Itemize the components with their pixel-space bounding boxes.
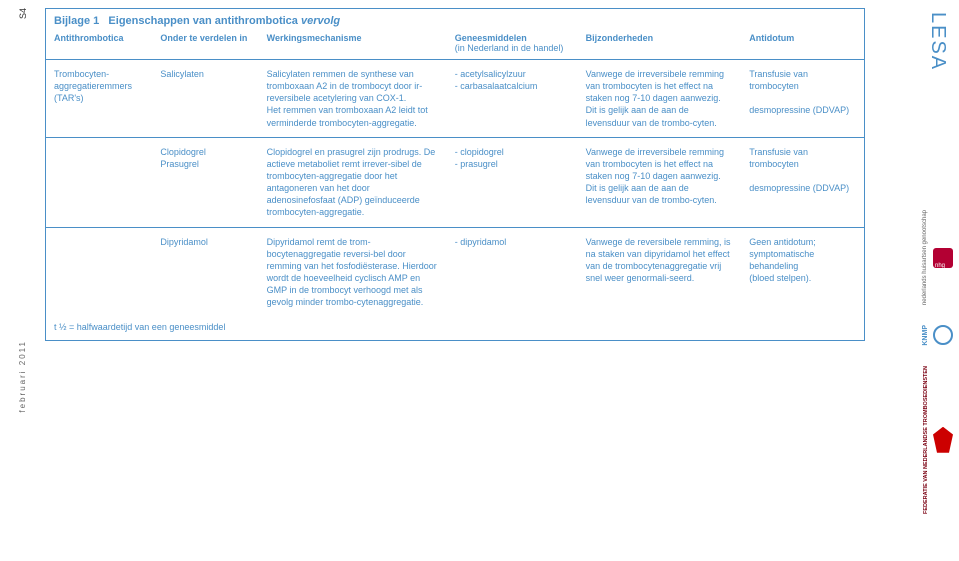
nhg-icon [933, 248, 953, 268]
cell-mechanism: Clopidogrel en prasugrel zijn prodrugs. … [259, 137, 447, 227]
logo-fnt: FEDERATIE VAN NEDERLANDSE TROMBOSEDIENST… [873, 366, 953, 514]
cell-class [46, 227, 152, 316]
cell-drugs: - clopidogrel - prasugrel [447, 137, 578, 227]
logo-nhg: nederlands huisartsen genootschap [873, 210, 953, 305]
col-antidotum: Antidotum [741, 31, 864, 60]
cell-antidote: Transfusie van trombocyten desmopressine… [741, 137, 864, 227]
fnt-icon [933, 427, 953, 453]
content-box: Bijlage 1 Eigenschappen van antithrombot… [45, 8, 865, 341]
col-antithrombotica: Antithrombotica [46, 31, 152, 60]
table-row: Trombocyten- aggregatieremmers (TAR's) S… [46, 60, 864, 138]
page-number: S4 [18, 8, 28, 19]
col-geneesmiddelen: Geneesmiddelen (in Nederland in de hande… [447, 31, 578, 60]
logo-fnt-label: FEDERATIE VAN NEDERLANDSE TROMBOSEDIENST… [924, 366, 930, 514]
cell-drugs: - acetylsalicylzuur - carbasalaatcalcium [447, 60, 578, 138]
logo-knmp: KNMP [873, 325, 953, 346]
cell-notes: Vanwege de reversibele remming, is na st… [578, 227, 742, 316]
table-header-row: Antithrombotica Onder te verdelen in Wer… [46, 31, 864, 60]
cell-notes: Vanwege de irreversibele remming van tro… [578, 60, 742, 138]
cell-subdiv: Salicylaten [152, 60, 258, 138]
cell-notes: Vanwege de irreversibele remming van tro… [578, 137, 742, 227]
logo-stack: nederlands huisartsen genootschap KNMP F… [873, 210, 953, 534]
col-werking: Werkingsmechanisme [259, 31, 447, 60]
side-date: februari 2011 [18, 340, 27, 413]
col-genees-label: Geneesmiddelen [455, 33, 527, 43]
cell-class [46, 137, 152, 227]
box-title: Bijlage 1 Eigenschappen van antithrombot… [46, 9, 864, 31]
title-main: Eigenschappen van antithrombotica [108, 15, 297, 27]
footnote: t ½ = halfwaardetijd van een geneesmidde… [46, 316, 864, 340]
lesa-label: LESA [926, 12, 949, 71]
logo-nhg-label: nederlands huisartsen genootschap [922, 210, 929, 305]
title-suffix: vervolg [301, 15, 340, 27]
col-bijzonderheden: Bijzonderheden [578, 31, 742, 60]
cell-mechanism: Salicylaten remmen de synthese van tromb… [259, 60, 447, 138]
logo-knmp-label: KNMP [922, 325, 929, 346]
title-prefix: Bijlage 1 [54, 15, 99, 27]
table-row: Dipyridamol Dipyridamol remt de trom-boc… [46, 227, 864, 316]
cell-mechanism: Dipyridamol remt de trom-bocytenaggregat… [259, 227, 447, 316]
cell-antidote: Transfusie van trombocyten desmopressine… [741, 60, 864, 138]
properties-table: Antithrombotica Onder te verdelen in Wer… [46, 31, 864, 316]
knmp-icon [933, 325, 953, 345]
col-genees-sub: (in Nederland in de handel) [455, 43, 564, 53]
cell-antidote: Geen antidotum; symptomatische behandeli… [741, 227, 864, 316]
table-row: Clopidogrel Prasugrel Clopidogrel en pra… [46, 137, 864, 227]
col-onder: Onder te verdelen in [152, 31, 258, 60]
cell-subdiv: Clopidogrel Prasugrel [152, 137, 258, 227]
cell-drugs: - dipyridamol [447, 227, 578, 316]
cell-subdiv: Dipyridamol [152, 227, 258, 316]
cell-class: Trombocyten- aggregatieremmers (TAR's) [46, 60, 152, 138]
